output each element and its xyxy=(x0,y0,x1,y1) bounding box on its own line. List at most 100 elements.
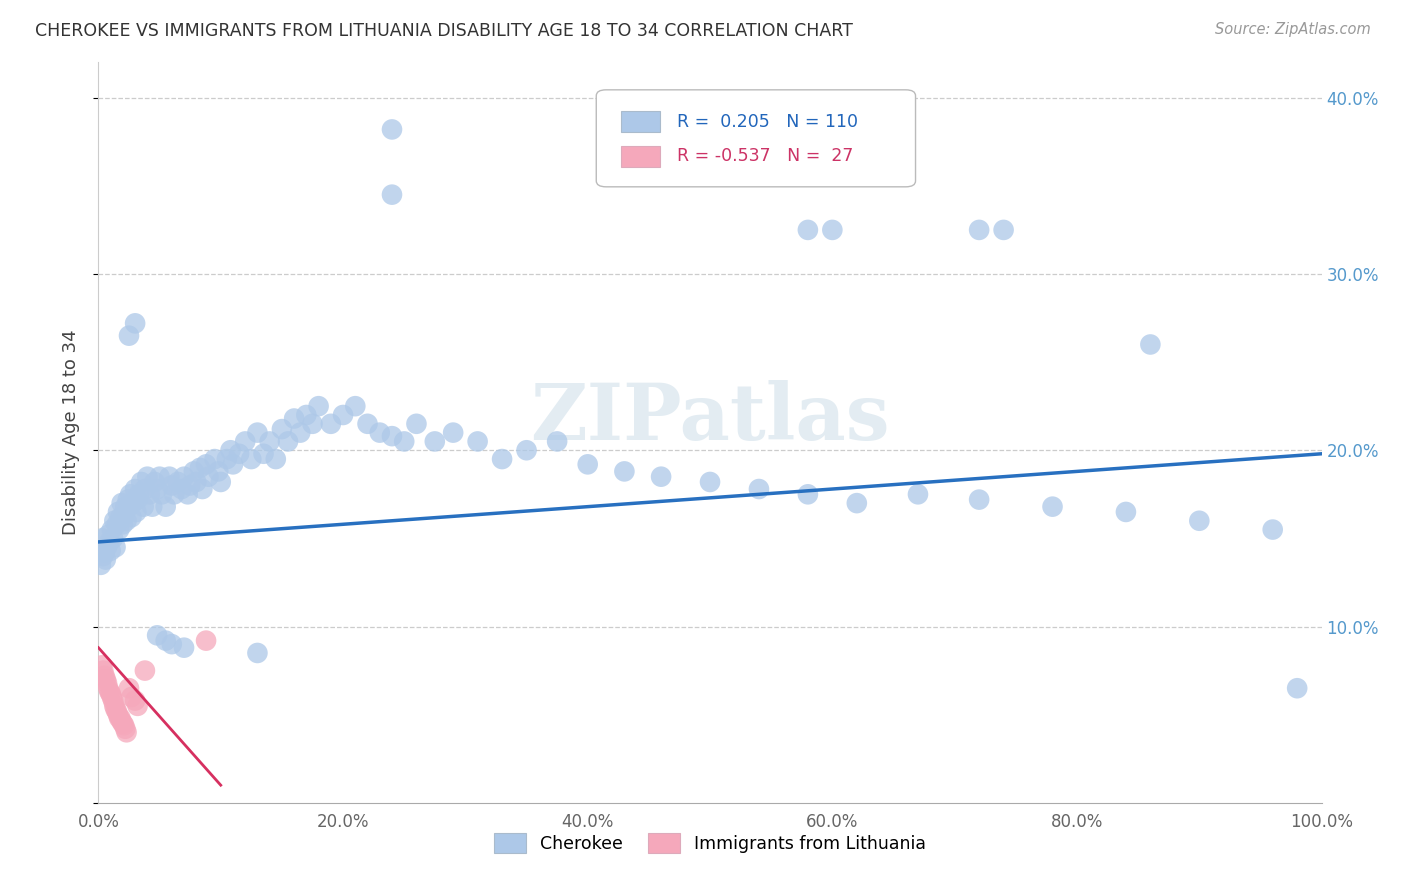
FancyBboxPatch shape xyxy=(596,90,915,186)
Point xyxy=(405,417,427,431)
Point xyxy=(381,187,404,202)
Point xyxy=(96,676,118,690)
Point xyxy=(100,686,122,700)
Point xyxy=(97,681,120,696)
Point xyxy=(101,532,124,546)
Point xyxy=(546,434,568,449)
Point xyxy=(101,523,124,537)
Point xyxy=(127,492,149,507)
Point xyxy=(392,434,416,449)
Point xyxy=(283,411,305,425)
Point xyxy=(125,505,148,519)
Point xyxy=(252,447,274,461)
Point xyxy=(97,528,120,542)
Point xyxy=(120,690,142,704)
Point xyxy=(98,535,121,549)
Point xyxy=(163,487,186,501)
Point xyxy=(319,417,342,431)
Point xyxy=(467,434,489,449)
Point xyxy=(120,510,142,524)
Point xyxy=(114,500,136,514)
Point xyxy=(105,704,128,718)
Point xyxy=(134,482,156,496)
Point xyxy=(491,452,513,467)
Point xyxy=(118,681,141,696)
Point xyxy=(1188,514,1211,528)
Point xyxy=(1286,681,1309,696)
Point xyxy=(93,545,115,559)
Point xyxy=(103,698,125,713)
Point xyxy=(188,461,211,475)
Point xyxy=(270,422,294,436)
Point xyxy=(295,408,318,422)
Point xyxy=(143,475,166,489)
Legend: Cherokee, Immigrants from Lithuania: Cherokee, Immigrants from Lithuania xyxy=(495,833,925,854)
Point xyxy=(118,500,141,514)
Point xyxy=(821,223,844,237)
Point xyxy=(155,500,177,514)
Point xyxy=(177,487,200,501)
Y-axis label: Disability Age 18 to 34: Disability Age 18 to 34 xyxy=(62,330,80,535)
Point xyxy=(134,664,156,678)
Point xyxy=(136,469,159,483)
Point xyxy=(118,328,141,343)
Point xyxy=(121,496,143,510)
Point xyxy=(264,452,287,467)
Point xyxy=(110,510,132,524)
Text: ZIPatlas: ZIPatlas xyxy=(530,380,890,456)
Point xyxy=(246,646,269,660)
Point xyxy=(107,707,129,722)
Point xyxy=(146,482,169,496)
Point xyxy=(368,425,391,440)
Point xyxy=(132,500,155,514)
Point xyxy=(423,434,446,449)
Point xyxy=(91,549,114,563)
Point xyxy=(93,669,115,683)
Point xyxy=(797,487,820,501)
Point xyxy=(146,628,169,642)
Point xyxy=(195,633,218,648)
Point xyxy=(112,718,135,732)
Point xyxy=(233,434,256,449)
Point xyxy=(111,716,134,731)
Point xyxy=(101,693,124,707)
Point xyxy=(124,316,146,330)
Point xyxy=(259,434,281,449)
Point xyxy=(650,469,672,483)
Bar xyxy=(620,146,659,167)
Point xyxy=(301,417,323,431)
Point xyxy=(381,122,404,136)
Point xyxy=(441,425,464,440)
Point xyxy=(157,469,180,483)
Point xyxy=(290,425,312,440)
Point xyxy=(699,475,721,489)
Point xyxy=(797,223,820,237)
Point xyxy=(91,664,114,678)
Point xyxy=(94,673,117,687)
Point xyxy=(128,487,150,501)
Point xyxy=(209,475,232,489)
Point xyxy=(108,523,131,537)
Point xyxy=(308,399,330,413)
Point xyxy=(222,458,245,472)
Point xyxy=(240,452,263,467)
Point xyxy=(117,492,139,507)
Text: R = -0.537   N =  27: R = -0.537 N = 27 xyxy=(678,147,853,165)
Point xyxy=(167,475,190,489)
Point xyxy=(907,487,929,501)
Point xyxy=(115,514,138,528)
Point xyxy=(170,482,193,496)
Point xyxy=(246,425,269,440)
Point xyxy=(576,458,599,472)
Point xyxy=(967,223,990,237)
Point xyxy=(195,458,218,472)
Point xyxy=(107,505,129,519)
Point xyxy=(191,482,214,496)
Point xyxy=(207,464,229,478)
Point xyxy=(108,711,131,725)
Point xyxy=(110,711,132,725)
Point xyxy=(129,475,152,489)
Point xyxy=(124,482,146,496)
Point xyxy=(149,469,172,483)
Point xyxy=(100,543,122,558)
